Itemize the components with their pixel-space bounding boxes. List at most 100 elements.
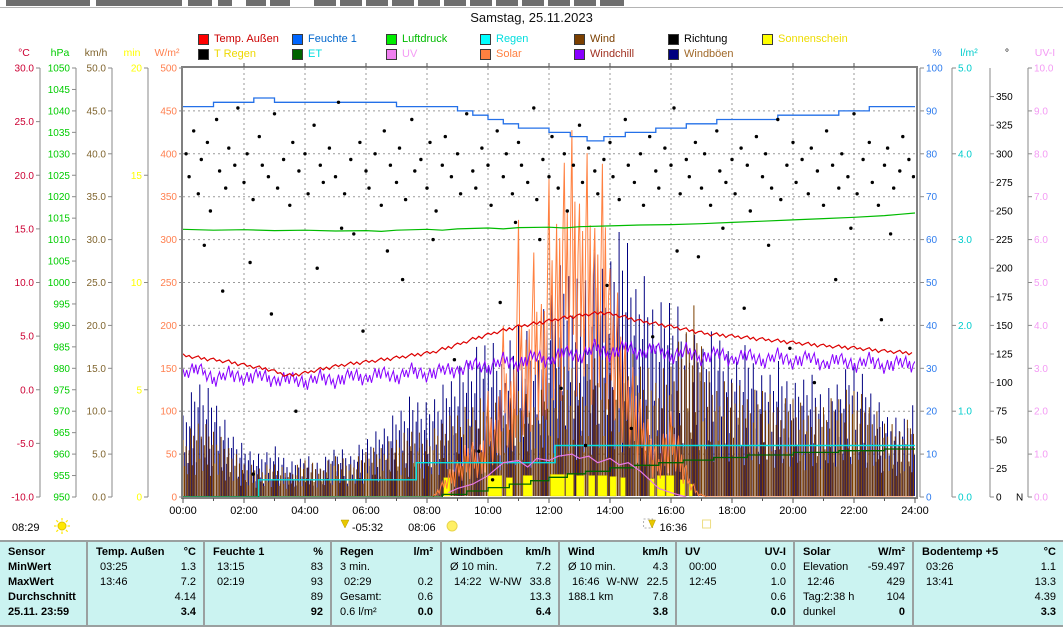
svg-text:990: 990	[53, 321, 70, 332]
svg-text:1000: 1000	[48, 278, 71, 289]
svg-text:6.0: 6.0	[1034, 235, 1048, 246]
svg-text:20: 20	[926, 407, 938, 418]
chart-series	[183, 98, 915, 497]
cell-value: 0.0	[418, 605, 433, 620]
svg-text:50: 50	[926, 278, 938, 289]
cell-value: 104	[887, 590, 905, 605]
weather-chart: °C-10.0-5.00.05.010.015.020.025.030.0hPa…	[0, 0, 1063, 627]
cell-value: 83	[311, 560, 323, 575]
svg-text:15.0: 15.0	[87, 364, 107, 375]
svg-text:1050: 1050	[48, 64, 71, 75]
cell-time-or-label	[213, 590, 217, 605]
cell-value: 13.3	[1035, 575, 1056, 590]
table-column-wind: Windkm/hØ 10 min.4.316:46W-NW22.5188.1 k…	[558, 542, 675, 625]
svg-text:15: 15	[131, 171, 143, 182]
svg-text:5.0: 5.0	[958, 64, 972, 75]
table-column-sensor: SensorMinWertMaxWertDurchschnitt25.11. 2…	[0, 542, 86, 625]
column-unit: °C	[184, 544, 196, 560]
svg-text:40.0: 40.0	[87, 149, 107, 160]
svg-text:0: 0	[926, 493, 932, 504]
svg-text:25.0: 25.0	[15, 117, 35, 128]
cell-value: 4.3	[653, 560, 668, 575]
svg-text:0: 0	[136, 493, 142, 504]
column-unit: %	[313, 544, 323, 560]
svg-text:5.0: 5.0	[92, 450, 106, 461]
daily-statistics-table: SensorMinWertMaxWertDurchschnitt25.11. 2…	[0, 540, 1063, 627]
column-header: Feuchte 1	[213, 544, 264, 560]
cell-value: 0	[899, 605, 905, 620]
svg-text:975: 975	[53, 385, 70, 396]
column-unit: km/h	[642, 544, 668, 560]
svg-text:450: 450	[160, 106, 177, 117]
cell-value: 0.2	[418, 575, 433, 590]
svg-text:1045: 1045	[48, 85, 71, 96]
svg-text:4.0: 4.0	[1034, 321, 1048, 332]
svg-text:2.0: 2.0	[1034, 407, 1048, 418]
cell-time-or-label: 13:15	[213, 560, 245, 575]
svg-text:10: 10	[131, 278, 143, 289]
sun-annotations: 08:29-05:3208:0616:36	[12, 518, 711, 534]
svg-text:5.0: 5.0	[20, 332, 34, 343]
svg-text:0.0: 0.0	[958, 493, 972, 504]
table-column-solar: SolarW/m²Elevation-59.49712:46429Tag:2:3…	[793, 542, 912, 625]
svg-text:30.0: 30.0	[15, 64, 35, 75]
cell-time-or-label	[213, 605, 217, 620]
svg-text:250: 250	[160, 278, 177, 289]
svg-text:1005: 1005	[48, 257, 71, 268]
svg-text:325: 325	[996, 121, 1013, 132]
column-header: UV	[685, 544, 700, 560]
cell-time-or-label: 14:22	[450, 575, 482, 590]
cell-time-or-label	[685, 605, 689, 620]
svg-text:0.0: 0.0	[20, 385, 34, 396]
svg-text:20: 20	[131, 64, 143, 75]
svg-text:200: 200	[996, 264, 1013, 275]
cell-value: 0.0	[771, 560, 786, 575]
svg-text:60: 60	[926, 235, 938, 246]
svg-text:275: 275	[996, 178, 1013, 189]
cell-time-or-label: 3 min.	[340, 560, 370, 575]
svg-text:35.0: 35.0	[87, 192, 107, 203]
svg-text:5.0: 5.0	[1034, 278, 1048, 289]
svg-text:350: 350	[160, 192, 177, 203]
marker-sunset: 16:36	[644, 519, 711, 534]
svg-text:18:00: 18:00	[718, 505, 746, 517]
svg-text:150: 150	[160, 364, 177, 375]
svg-text:24:00: 24:00	[901, 505, 929, 517]
cell-time-or-label: 188.1 km	[568, 590, 613, 605]
svg-text:20:00: 20:00	[779, 505, 807, 517]
cell-value: 0.0	[771, 605, 786, 620]
cell-time-or-label	[96, 590, 100, 605]
svg-text:30.0: 30.0	[87, 235, 107, 246]
svg-text:15.0: 15.0	[15, 224, 35, 235]
cell-value: 3.3	[1041, 605, 1056, 620]
svg-text:10: 10	[926, 450, 938, 461]
svg-text:100: 100	[996, 378, 1013, 389]
svg-text:1015: 1015	[48, 214, 71, 225]
svg-text:90: 90	[926, 106, 938, 117]
svg-text:50: 50	[166, 450, 178, 461]
svg-text:985: 985	[53, 342, 70, 353]
cell-value: 7.2	[181, 575, 196, 590]
svg-text:16:00: 16:00	[657, 505, 685, 517]
cell-time-or-label: Tag:2:38 h	[803, 590, 854, 605]
svg-text:955: 955	[53, 471, 70, 482]
cell-time-or-label: 02:29	[340, 575, 372, 590]
svg-text:970: 970	[53, 407, 70, 418]
svg-text:175: 175	[996, 292, 1013, 303]
svg-text:10.0: 10.0	[1034, 64, 1054, 75]
svg-text:08:00: 08:00	[413, 505, 441, 517]
svg-text:0.0: 0.0	[92, 493, 106, 504]
cell-value: 13.3	[530, 590, 551, 605]
svg-text:00:00: 00:00	[169, 505, 197, 517]
table-column-feuchte-1: Feuchte 1%13:158302:19938992	[203, 542, 330, 625]
svg-text:25: 25	[996, 464, 1008, 475]
svg-text:06:00: 06:00	[352, 505, 380, 517]
svg-text:80: 80	[926, 149, 938, 160]
cell-value: 3.8	[653, 605, 668, 620]
cell-time-or-label	[96, 605, 100, 620]
svg-text:1035: 1035	[48, 128, 71, 139]
cell-value: 7.8	[653, 590, 668, 605]
column-header: Bodentemp +5	[922, 544, 998, 560]
cell-time-or-label: 13:46	[96, 575, 128, 590]
svg-text:14:00: 14:00	[596, 505, 624, 517]
